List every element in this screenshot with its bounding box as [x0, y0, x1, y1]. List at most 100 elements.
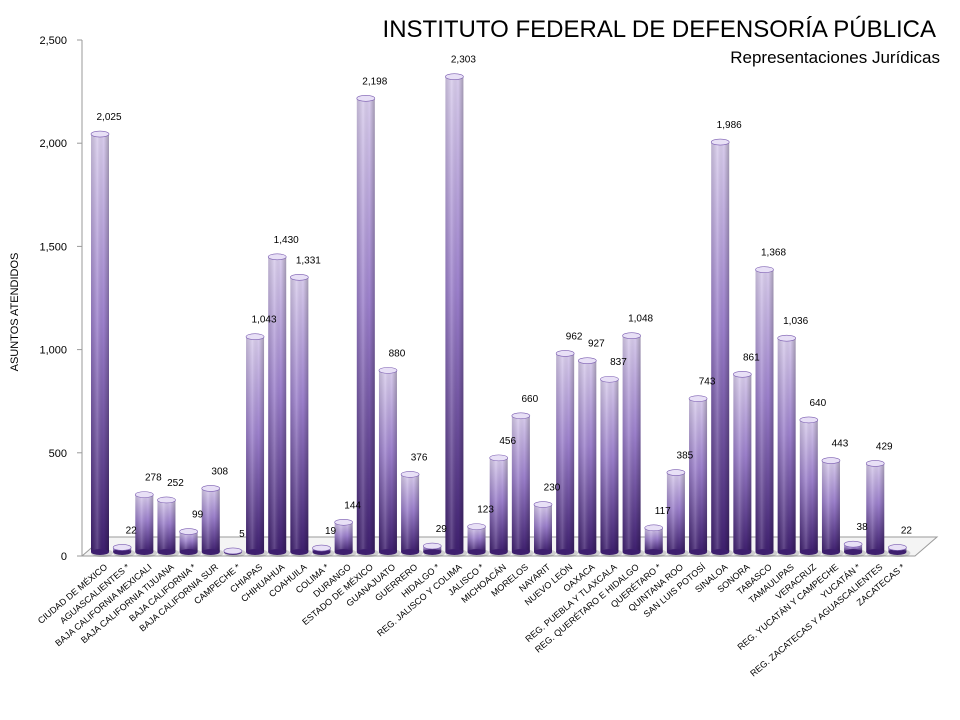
bar-shading: [290, 277, 309, 552]
data-label: 5: [239, 529, 245, 540]
bar-shading: [445, 76, 464, 552]
data-label: 1,368: [761, 248, 786, 259]
data-label: 1,986: [717, 120, 742, 131]
bar-shading: [201, 488, 220, 552]
data-label: 22: [126, 525, 138, 536]
bar-base: [711, 549, 730, 555]
data-label: 99: [192, 510, 204, 521]
bar: [422, 542, 446, 557]
bar: [489, 454, 512, 557]
bar-cap: [223, 547, 243, 555]
data-label: 443: [832, 439, 849, 450]
bar-base: [179, 549, 198, 555]
bar-cap: [90, 130, 110, 138]
bar: [755, 266, 778, 557]
bar-cap: [577, 357, 597, 364]
bar-base: [799, 549, 818, 555]
data-label: 29: [436, 524, 448, 535]
bar-shading: [799, 419, 818, 552]
bar-shading: [556, 353, 575, 552]
data-label: 123: [477, 505, 494, 516]
bar-base: [578, 549, 597, 555]
bar: [865, 460, 889, 557]
bar-cap: [467, 523, 486, 530]
bar: [511, 412, 534, 557]
bar-base: [423, 549, 442, 555]
bar-shading: [755, 269, 774, 552]
y-axis-ticks: 0 500 1,000 1,500 2,000 2,500: [39, 35, 82, 563]
bar: [90, 130, 113, 557]
bar-cap: [733, 370, 752, 378]
bar: [267, 253, 291, 557]
bar-cap: [245, 333, 265, 341]
bar-base: [666, 549, 685, 555]
bar-shading: [777, 338, 796, 552]
bar-base: [157, 549, 176, 555]
bar: [467, 523, 490, 557]
bar-base: [135, 549, 154, 555]
bar-cap: [888, 544, 907, 551]
bar-shading: [489, 457, 508, 552]
data-label: 385: [677, 451, 694, 462]
bar-base: [821, 549, 840, 555]
bar: [157, 496, 180, 557]
bar-shading: [135, 494, 154, 552]
bar-cap: [755, 266, 774, 273]
bar-base: [866, 549, 885, 555]
bars: [90, 73, 911, 557]
data-label: 308: [211, 466, 228, 477]
bar-base: [689, 549, 708, 555]
bar-base: [733, 549, 752, 555]
bar-cap: [312, 544, 331, 552]
bar-base: [268, 549, 287, 555]
data-label: 429: [876, 441, 893, 452]
bar-cap: [821, 457, 841, 464]
bar-shading: [356, 98, 375, 553]
bar-shading: [644, 527, 663, 552]
bar-shading: [689, 398, 708, 552]
bar-shading: [578, 360, 597, 552]
data-label: 117: [655, 506, 671, 517]
bar: [710, 138, 734, 557]
y-tick-label: 500: [49, 448, 67, 460]
bar: [600, 375, 623, 557]
data-label: 22: [901, 525, 913, 536]
bar-base: [534, 549, 552, 555]
data-label: 1,430: [274, 235, 299, 246]
data-label: 1,331: [296, 255, 321, 266]
bar-base: [489, 549, 508, 555]
bar: [533, 501, 556, 557]
data-label: 144: [344, 500, 361, 511]
bar: [400, 471, 424, 557]
bar-base: [511, 549, 530, 555]
bar-shading: [866, 463, 885, 552]
data-label: 252: [167, 478, 184, 489]
bar-shading: [600, 379, 619, 552]
bar: [666, 469, 689, 557]
bar-cap: [865, 460, 885, 467]
bar-cap: [666, 469, 686, 476]
bar: [777, 334, 800, 557]
bar-cap: [710, 138, 730, 146]
bar: [688, 395, 712, 557]
bar-shading: [711, 142, 730, 552]
bar: [179, 528, 202, 557]
y-tick-label: 2,500: [39, 35, 67, 47]
bar-base: [844, 549, 863, 555]
data-label: 376: [411, 452, 428, 463]
bar-base: [644, 549, 663, 555]
bar-base: [401, 549, 420, 555]
bar: [223, 547, 246, 557]
data-label: 962: [566, 331, 583, 342]
bar-base: [622, 549, 641, 555]
bar-cap: [179, 528, 198, 535]
bar-cap: [511, 412, 531, 420]
bar-base: [246, 549, 265, 555]
bar-shading: [666, 472, 685, 552]
bar-base: [113, 549, 132, 555]
bar-cap: [489, 454, 509, 462]
data-label: 1,043: [252, 315, 277, 326]
bar-cap: [400, 471, 420, 478]
bar-cap: [555, 350, 575, 357]
